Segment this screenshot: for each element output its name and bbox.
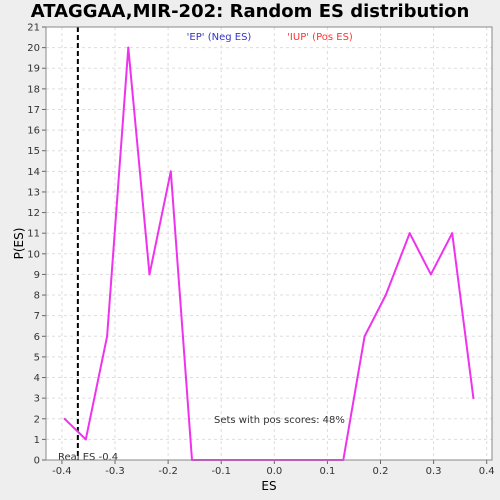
data-point	[451, 232, 454, 235]
data-point	[84, 438, 87, 441]
grid	[46, 26, 492, 461]
data-point	[169, 170, 172, 173]
y-tick-label: 5	[34, 352, 40, 363]
data-point	[384, 294, 387, 297]
y-tick-label: 11	[27, 229, 40, 240]
x-tick-label: -0.2	[158, 466, 178, 477]
x-tick-label: 0.1	[319, 466, 335, 477]
y-tick-label: 15	[27, 146, 40, 157]
y-tick-label: 12	[27, 208, 40, 219]
data-point	[63, 417, 66, 420]
x-tick-label: 0.3	[426, 466, 442, 477]
y-tick-label: 10	[27, 249, 40, 260]
plot-area	[46, 27, 492, 460]
y-tick-label: 20	[27, 43, 40, 54]
legend-entry-neg: 'EP' (Neg ES)	[187, 32, 252, 43]
data-point	[127, 46, 130, 49]
data-point	[363, 335, 366, 338]
x-tick-label: 0.0	[266, 466, 282, 477]
y-tick-label: 1	[34, 435, 40, 446]
plot-border	[45, 26, 493, 461]
y-tick-label: 18	[27, 84, 40, 95]
x-tick-label: -0.4	[52, 466, 72, 477]
y-tick-label: 14	[27, 167, 40, 178]
y-tick-label: 16	[27, 126, 40, 137]
y-tick-label: 2	[34, 414, 40, 425]
real-es-label: Real ES -0.4	[58, 452, 118, 463]
x-tick-label: -0.3	[105, 466, 125, 477]
y-tick-label: 4	[34, 373, 40, 384]
y-tick-label: 13	[27, 187, 40, 198]
legend-entry-pos: 'IUP' (Pos ES)	[287, 32, 353, 43]
y-tick-label: 7	[34, 311, 40, 322]
y-axis-label: P(ES)	[12, 228, 26, 260]
x-tick-label: 0.4	[479, 466, 495, 477]
y-tick-label: 21	[27, 23, 40, 34]
x-axis-label: ES	[261, 479, 276, 493]
y-tick-label: 3	[34, 394, 40, 405]
x-tick-label: -0.1	[211, 466, 231, 477]
y-tick-label: 8	[34, 291, 40, 302]
y-tick-label: 9	[34, 270, 40, 281]
y-tick-label: 17	[27, 105, 40, 116]
x-axis: -0.4 -0.3 -0.2 -0.1 0.0 0.1 0.2 0.3 0.4	[52, 460, 495, 477]
y-tick-label: 19	[27, 64, 40, 75]
pos-scores-annotation: Sets with pos scores: 48%	[214, 415, 345, 426]
data-point	[148, 273, 151, 276]
y-tick-label: 0	[34, 456, 40, 467]
data-point	[106, 335, 109, 338]
x-tick-label: 0.2	[373, 466, 389, 477]
chart-title: ATAGGAA,MIR-202: Random ES distribution	[30, 1, 470, 22]
data-point	[429, 273, 432, 276]
y-tick-label: 6	[34, 332, 40, 343]
data-point	[472, 397, 475, 400]
data-point	[408, 232, 411, 235]
